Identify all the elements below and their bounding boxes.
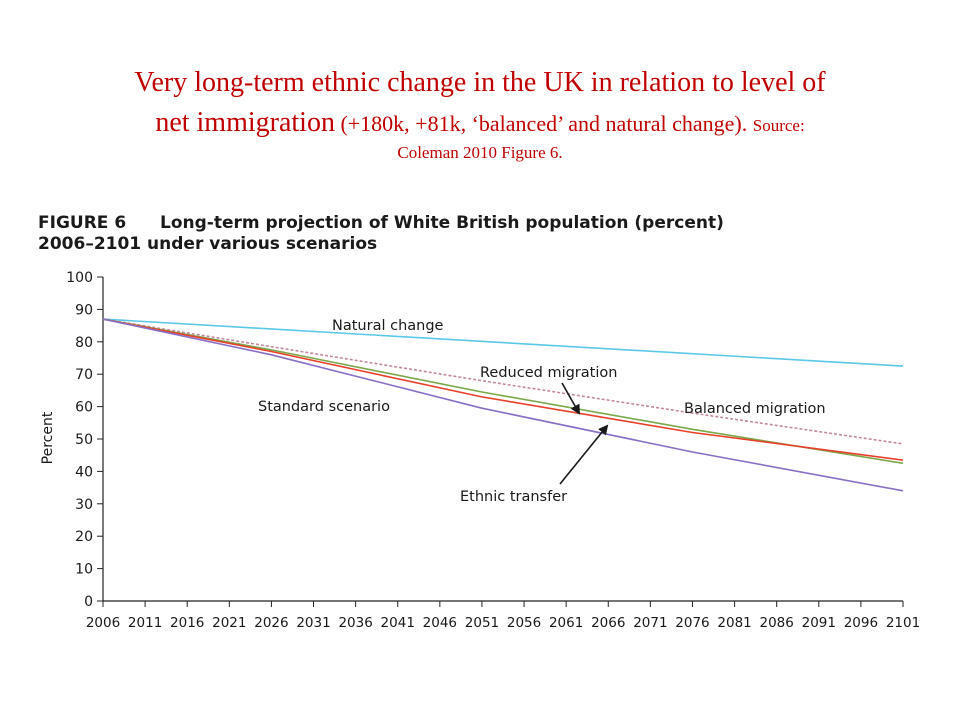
y-tick-label: 70 [75, 367, 93, 383]
y-tick-label: 0 [84, 594, 93, 610]
x-tick-label: 2071 [633, 615, 667, 631]
slide-title-paren: (+180k, +81k, ‘balanced’ and natural cha… [334, 110, 753, 136]
x-tick-label: 2061 [549, 615, 583, 631]
x-tick-label: 2066 [591, 615, 625, 631]
series-group [102, 318, 904, 492]
slide-title-line1: Very long-term ethnic change in the UK i… [134, 67, 826, 98]
slide-title-line3: Coleman 2010 Figure 6. [397, 143, 563, 163]
series-line-reduced-migration [102, 318, 904, 465]
x-tick-label: 2041 [381, 615, 415, 631]
figure-title-line1: Long-term projection of White British po… [160, 213, 724, 233]
x-tick-label: 2046 [423, 615, 457, 631]
slide-title-source: Source: [752, 115, 805, 135]
x-tick-label: 2081 [717, 615, 751, 631]
x-tick-label: 2101 [886, 615, 920, 631]
x-tick-label: 2006 [86, 615, 120, 631]
y-axis-label: Percent [40, 411, 56, 464]
y-tick-label: 90 [75, 302, 93, 318]
x-tick-label: 2011 [128, 615, 162, 631]
y-tick-label: 80 [75, 335, 93, 351]
x-tick-label: 2076 [675, 615, 709, 631]
x-tick-label: 2031 [296, 615, 330, 631]
y-tick-label: 60 [75, 400, 93, 416]
series-line-natural-change [102, 318, 904, 367]
series-line-balanced-migration [102, 318, 904, 445]
y-tick-label: 30 [75, 497, 93, 513]
annotation-reduced-migration: Reduced migration [480, 365, 617, 381]
x-tick-label: 2016 [170, 615, 204, 631]
y-tick-label: 40 [75, 464, 93, 480]
annotation-standard-scenario: Standard scenario [258, 399, 390, 415]
x-tick-label: 2051 [465, 615, 499, 631]
x-tick-label: 2036 [338, 615, 372, 631]
x-tick-label: 2026 [254, 615, 288, 631]
figure-title-line2: 2006–2101 under various scenarios [38, 234, 377, 254]
slide-title-line2: net immigration (+180k, +81k, ‘balanced’… [0, 106, 960, 140]
x-tick-label: 2096 [844, 615, 878, 631]
slide-title: Very long-term ethnic change in the UK i… [0, 66, 960, 164]
axes: 0 10 20 30 40 50 60 70 80 90 100 2006 2011 2016 2021 20… [66, 270, 920, 631]
annotation-ethnic-transfer: Ethnic transfer [460, 489, 567, 505]
series-line-standard-scenario [102, 318, 904, 492]
y-tick-label: 100 [66, 270, 93, 286]
x-tick-label: 2086 [760, 615, 794, 631]
annotations: Natural change Reduced migration Balanced … [258, 318, 826, 505]
y-tick-label: 10 [75, 562, 93, 578]
y-tick-label: 50 [75, 432, 93, 448]
line-chart: FIGURE 6 Long-term projection of White B… [38, 213, 920, 631]
x-tick-label: 2056 [507, 615, 541, 631]
annotation-natural-change: Natural change [332, 318, 444, 334]
annotation-balanced-migration: Balanced migration [684, 401, 826, 417]
y-tick-label: 20 [75, 529, 93, 545]
figure-label: FIGURE 6 [38, 213, 126, 233]
slide-title-main: net immigration [155, 106, 335, 138]
ethnic-transfer-arrow [559, 424, 609, 485]
reduced-migration-arrow [561, 382, 580, 415]
x-tick-label: 2091 [802, 615, 836, 631]
series-line-ethnic-transfer [102, 318, 904, 461]
x-tick-label: 2021 [212, 615, 246, 631]
